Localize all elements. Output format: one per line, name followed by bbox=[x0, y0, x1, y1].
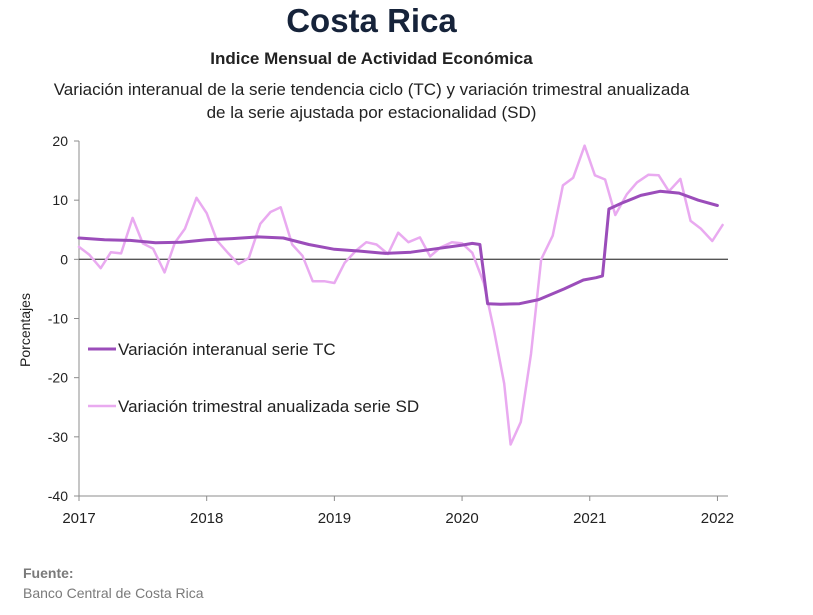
y-tick-label: -20 bbox=[48, 370, 68, 386]
series-line-tc bbox=[77, 189, 719, 306]
legend-label: Variación interanual serie TC bbox=[118, 340, 336, 359]
legend-label: Variación trimestral anualizada serie SD bbox=[118, 397, 419, 416]
x-tick-label: 2021 bbox=[573, 510, 606, 527]
y-tick-label: 10 bbox=[52, 192, 68, 208]
y-tick-label: -40 bbox=[48, 488, 68, 504]
x-tick-label: 2020 bbox=[445, 510, 478, 527]
y-tick-label: -30 bbox=[48, 429, 68, 445]
x-tick-label: 2022 bbox=[701, 510, 734, 527]
x-tick-label: 2017 bbox=[62, 510, 95, 527]
source-text: Banco Central de Costa Rica bbox=[23, 585, 204, 601]
page-title: Costa Rica bbox=[286, 2, 457, 39]
description-line-1: Variación interanual de la serie tendenc… bbox=[53, 80, 690, 99]
x-axis: 2017 2018 2019 2020 2021 2022 bbox=[62, 258, 734, 527]
y-axis: 20 10 0 -10 -20 -30 -40 bbox=[48, 133, 80, 504]
series-layer bbox=[77, 144, 724, 446]
y-tick-label: 20 bbox=[52, 133, 68, 149]
x-tick-label: 2019 bbox=[318, 510, 351, 527]
y-tick-label: 0 bbox=[60, 251, 68, 267]
series-line-sd bbox=[77, 144, 724, 446]
source-label: Fuente: bbox=[23, 565, 74, 581]
y-axis-label: Porcentajes bbox=[17, 293, 33, 367]
legend: Variación interanual serie TC Variación t… bbox=[88, 340, 419, 416]
chart-description: Variación interanual de la serie tendenc… bbox=[0, 78, 743, 124]
description-line-2: de la serie ajustada por estacionalidad … bbox=[206, 103, 537, 122]
x-tick-label: 2018 bbox=[190, 510, 223, 527]
chart-subtitle: Indice Mensual de Actividad Económica bbox=[210, 49, 533, 68]
y-tick-label: -10 bbox=[48, 311, 68, 327]
